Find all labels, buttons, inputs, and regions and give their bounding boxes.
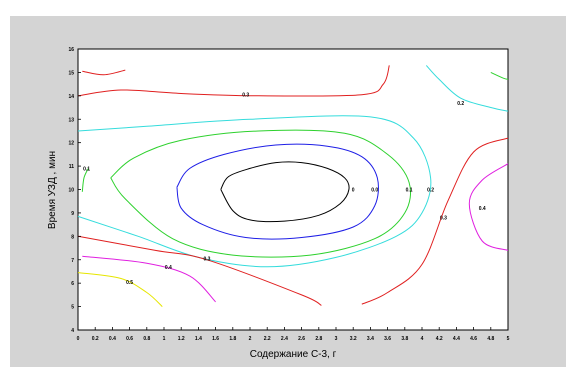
contour-label: 0.0 [371, 188, 378, 194]
x-axis-ticks: 0 0.2 0.4 0.6 0.8 1 1.2 1.4 1.6 1.8 2 2.2 2.4 2.6 2.8 3… [77, 327, 510, 342]
y-tick-label: 7 [71, 258, 74, 264]
y-tick-label: 16 [68, 47, 74, 53]
contour-labels: 0 0.0 0.1 0.1 0.2 0.2 0.3 0.3 0.3 0.4 0.4 0.5 [83, 93, 486, 286]
x-tick-label: 1 [163, 336, 166, 342]
contour-line [468, 163, 509, 251]
y-tick-label: 11 [69, 164, 75, 170]
contour-line [81, 168, 89, 192]
x-tick-label: 2 [249, 336, 252, 342]
contour-line [82, 69, 126, 76]
x-tick-label: 4.2 [436, 336, 443, 342]
contour-label: 0.3 [242, 93, 249, 99]
contour-label: 0.1 [406, 188, 413, 194]
y-tick-label: 6 [71, 281, 74, 287]
contour-line [176, 143, 379, 240]
contour-label: 0.3 [204, 257, 211, 263]
x-tick-label: 1.4 [195, 336, 202, 342]
contour-line [77, 65, 390, 97]
contour-label: 0.1 [83, 166, 90, 172]
contour-line [77, 235, 322, 306]
y-tick-label: 12 [68, 141, 74, 147]
x-tick-label: 3.4 [367, 336, 374, 342]
x-tick-label: 4.8 [487, 336, 494, 342]
x-axis-title: Содержание С-3, г [250, 349, 337, 360]
y-axis-title: Время УЗД , мин [47, 151, 58, 229]
y-tick-label: 4 [71, 328, 74, 334]
contour-line [425, 65, 509, 112]
contour-label: 0.2 [427, 188, 434, 194]
contour-label: 0 [352, 188, 355, 194]
x-tick-label: 0.4 [109, 336, 116, 342]
x-tick-label: 0.2 [92, 336, 99, 342]
y-axis-ticks: 4 5 6 7 8 9 10 11 12 13 14 15 16 [68, 47, 81, 334]
x-tick-label: 0 [77, 336, 80, 342]
contour-line [490, 71, 509, 80]
contour-line [220, 161, 350, 223]
x-tick-label: 1.2 [178, 336, 185, 342]
x-tick-label: 3 [335, 336, 338, 342]
x-tick-label: 2.4 [281, 336, 288, 342]
x-tick-label: 4.4 [453, 336, 460, 342]
x-tick-label: 3.2 [350, 336, 357, 342]
x-tick-label: 2.2 [264, 336, 271, 342]
contour-line [361, 137, 509, 305]
contour-label: 0.4 [165, 265, 172, 271]
x-tick-label: 2.6 [298, 336, 305, 342]
y-tick-label: 13 [68, 117, 74, 123]
y-tick-label: 5 [71, 305, 74, 311]
contour-lines [77, 65, 509, 307]
y-tick-label: 10 [68, 188, 74, 194]
x-tick-label: 1.8 [229, 336, 236, 342]
x-tick-label: 0.8 [143, 336, 150, 342]
contour-line [77, 272, 163, 307]
x-tick-label: 4.6 [470, 336, 477, 342]
contour-line [82, 255, 216, 303]
x-tick-label: 3.6 [384, 336, 391, 342]
y-tick-label: 15 [68, 70, 74, 76]
contour-label: 0.2 [457, 101, 464, 107]
contour-label: 0.3 [440, 216, 447, 222]
y-tick-label: 14 [68, 94, 74, 100]
x-tick-label: 1.6 [212, 336, 219, 342]
contour-line [110, 129, 412, 258]
x-tick-label: 4 [421, 336, 424, 342]
x-tick-label: 0.6 [126, 336, 133, 342]
contour-label: 0.5 [126, 280, 133, 286]
x-tick-label: 5 [507, 336, 510, 342]
x-tick-label: 3.8 [401, 336, 408, 342]
x-tick-label: 2.8 [315, 336, 322, 342]
contour-label: 0.4 [479, 206, 486, 212]
y-tick-label: 9 [71, 211, 74, 217]
y-tick-label: 8 [71, 234, 74, 240]
